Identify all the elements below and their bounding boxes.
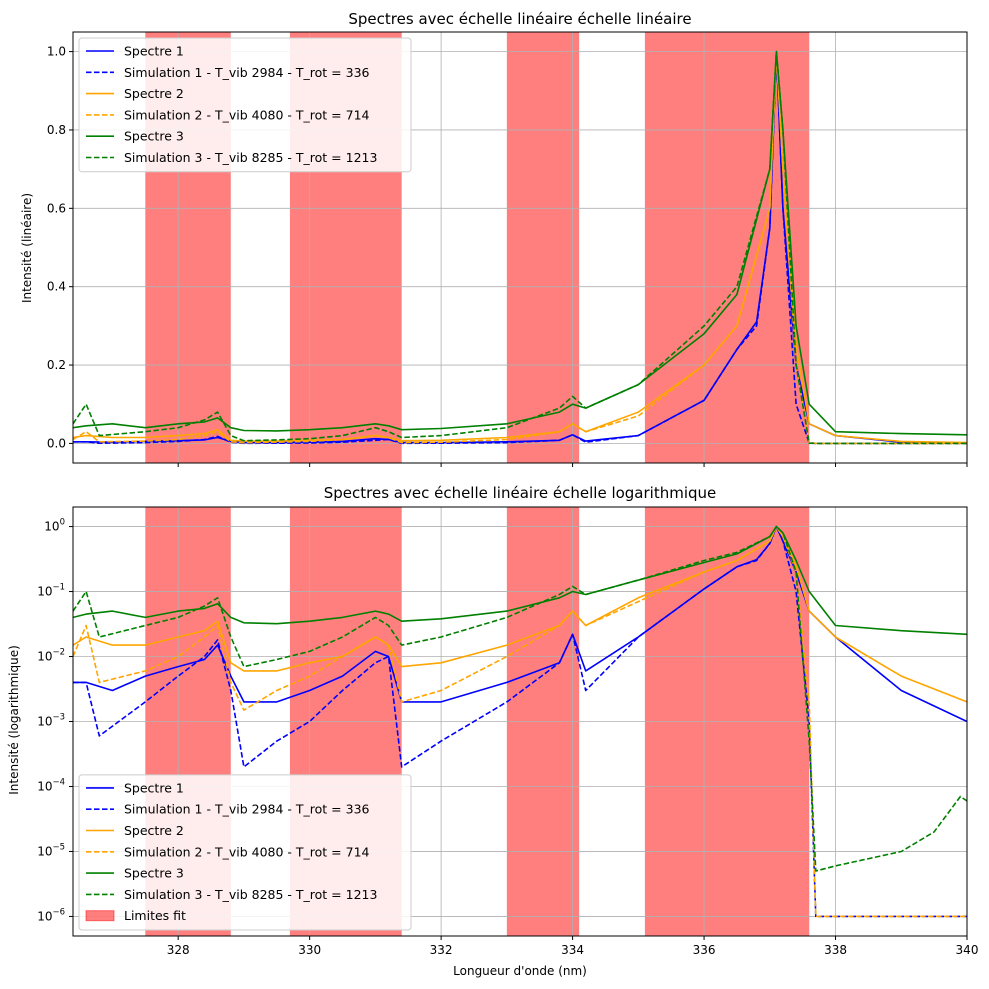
legend-label: Simulation 2 - T_vib 4080 - T_rot = 714 <box>124 107 370 122</box>
y-tick-label: 10−2 <box>37 648 65 664</box>
legend-label: Simulation 1 - T_vib 2984 - T_rot = 336 <box>124 802 370 817</box>
y-tick-label: 1.0 <box>47 45 66 59</box>
series-line-spectre-3 <box>73 525 967 636</box>
y-tick-label: 10−5 <box>37 842 65 858</box>
y-tick-label: 100 <box>44 518 65 534</box>
legend-label: Spectre 3 <box>124 866 184 881</box>
series-line-spectre-3 <box>73 50 967 436</box>
x-tick-label: 332 <box>430 943 453 957</box>
y-tick-label: 0.8 <box>47 123 66 137</box>
x-tick-label: 330 <box>298 943 321 957</box>
y-tick-label: 10−6 <box>37 907 65 923</box>
series-layer <box>73 50 967 445</box>
x-tick-label: 338 <box>824 943 847 957</box>
legend-label: Spectre 2 <box>124 86 184 101</box>
series-layer <box>73 525 967 918</box>
y-tick-label: 0.2 <box>47 358 66 372</box>
series-line-simulation-1 <box>73 50 967 445</box>
legend-label: Spectre 3 <box>124 129 184 144</box>
y-axis-label: Intensité (logarithmique) <box>7 645 21 795</box>
series-line-simulation-1 <box>73 525 967 918</box>
legend: Spectre 1 Simulation 1 - T_vib 2984 - T_r… <box>78 774 412 931</box>
y-axis-label: Intensité (linéaire) <box>20 193 34 303</box>
fit-span-4 <box>644 32 810 463</box>
chart-title: Spectres avec échelle linéaire échelle l… <box>324 484 717 502</box>
legend: Spectre 1 Simulation 1 - T_vib 2984 - T_r… <box>78 37 412 173</box>
y-tick-label: 10−1 <box>37 583 65 599</box>
series-line-simulation-3 <box>73 525 967 872</box>
fit-span-3 <box>506 32 580 463</box>
x-tick-label: 328 <box>167 943 190 957</box>
series-line-simulation-3 <box>73 50 967 445</box>
y-tick-label: 10−3 <box>37 713 65 729</box>
x-tick-label: 340 <box>956 943 979 957</box>
series-line-simulation-2 <box>73 525 967 918</box>
legend-label: Spectre 1 <box>124 44 184 59</box>
legend-label: Limites fit <box>124 908 186 923</box>
legend-label: Simulation 1 - T_vib 2984 - T_rot = 336 <box>124 65 370 80</box>
x-axis-label: Longueur d'onde (nm) <box>453 964 587 978</box>
chart-title: Spectres avec échelle linéaire échelle l… <box>348 10 691 28</box>
legend-box <box>78 774 412 931</box>
x-tick-label: 334 <box>561 943 584 957</box>
x-tick-label: 336 <box>693 943 716 957</box>
y-tick-label: 0.6 <box>47 201 66 215</box>
axes-frame <box>72 31 968 464</box>
legend-label: Simulation 2 - T_vib 4080 - T_rot = 714 <box>124 844 370 859</box>
legend-swatch <box>85 910 115 922</box>
y-tick-label: 0.0 <box>47 436 66 450</box>
legend-label: Spectre 2 <box>124 823 184 838</box>
y-tick-label: 0.4 <box>47 280 66 294</box>
y-tick-label: 10−4 <box>37 777 65 793</box>
linear-chart: Spectres avec échelle linéaire échelle l… <box>20 10 968 467</box>
legend-label: Simulation 3 - T_vib 8285 - T_rot = 1213 <box>124 887 377 902</box>
legend-label: Simulation 3 - T_vib 8285 - T_rot = 1213 <box>124 150 377 165</box>
series-line-simulation-2 <box>73 50 967 445</box>
legend-label: Spectre 1 <box>124 780 184 795</box>
legend-box <box>78 37 412 173</box>
log-chart: Spectres avec échelle linéaire échelle l… <box>7 484 978 978</box>
